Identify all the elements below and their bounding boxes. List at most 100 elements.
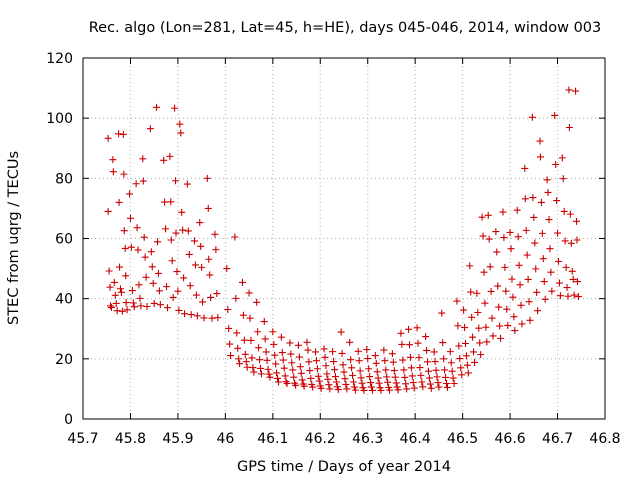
data-point [374,374,382,382]
data-point [416,364,424,372]
data-point [426,380,434,388]
data-point [288,359,296,367]
data-point [570,291,578,299]
data-point [196,219,204,227]
data-point [389,358,397,366]
data-point [181,310,189,318]
data-point [132,180,140,188]
data-point [446,348,454,356]
data-point [314,372,322,380]
data-point [307,374,315,382]
data-point [534,307,542,315]
data-point [225,324,233,332]
data-point [536,137,544,145]
data-point [447,359,455,367]
data-point [309,383,317,391]
x-tick-label: 46.1 [257,431,288,447]
data-point [115,130,123,138]
data-point [477,351,485,359]
data-point [240,336,248,344]
data-point [115,198,123,206]
data-point [341,375,349,383]
data-point [563,284,571,292]
data-point [515,261,523,269]
y-tick-label: 120 [46,51,73,67]
data-point [128,287,136,295]
data-point [415,354,423,362]
gridlines [83,58,605,419]
data-point [109,168,117,176]
data-point [351,386,359,394]
data-point [514,233,522,241]
data-point [150,299,158,307]
data-point [397,329,405,337]
data-point [560,207,568,215]
data-point [495,303,503,311]
data-point [197,242,205,250]
data-point [456,355,464,363]
data-point [368,383,376,391]
data-point [492,228,500,236]
data-point [463,361,471,369]
data-point [342,380,350,388]
data-point [186,282,194,290]
data-point [306,367,314,375]
data-point [532,265,540,273]
data-point [166,152,174,160]
data-point [271,351,279,359]
data-point [368,386,376,394]
data-point [177,129,185,137]
data-point [410,384,418,392]
data-point [430,348,438,356]
data-point [331,373,339,381]
data-point [325,381,333,389]
data-point [434,379,442,387]
data-point [121,244,129,252]
data-point [355,357,363,365]
data-point [250,368,258,376]
data-point [394,386,402,394]
data-point [107,302,115,310]
data-point [399,356,407,364]
data-point [538,229,546,237]
data-point [313,365,321,373]
data-point [287,350,295,358]
data-point [438,309,446,317]
data-point [540,278,548,286]
data-point [543,176,551,184]
data-point [126,190,134,198]
data-point [468,313,476,321]
x-tick-label: 45.8 [115,431,146,447]
data-point [134,246,142,254]
data-point [274,374,282,382]
data-point [322,362,330,370]
data-point [555,279,563,287]
data-point [117,288,125,296]
data-point [403,385,411,393]
data-point [398,340,406,348]
data-point [466,262,474,270]
data-point [269,328,277,336]
data-point [471,358,478,366]
x-tick-label: 46.7 [542,431,573,447]
y-tick-label: 40 [55,292,73,308]
data-point [419,383,427,391]
data-point [494,282,502,290]
data-point [241,350,249,358]
data-point [467,288,475,296]
data-point [231,233,239,241]
data-point [257,370,265,378]
data-point [551,111,559,119]
data-point [239,311,247,319]
data-point [454,322,462,330]
data-point [392,379,400,387]
data-point [507,245,515,253]
data-point [375,379,383,387]
data-point [386,386,394,394]
data-point [290,373,298,381]
data-point [501,263,509,271]
data-point [482,323,490,331]
data-point [278,349,286,357]
data-point [127,243,135,251]
data-point [140,233,148,241]
